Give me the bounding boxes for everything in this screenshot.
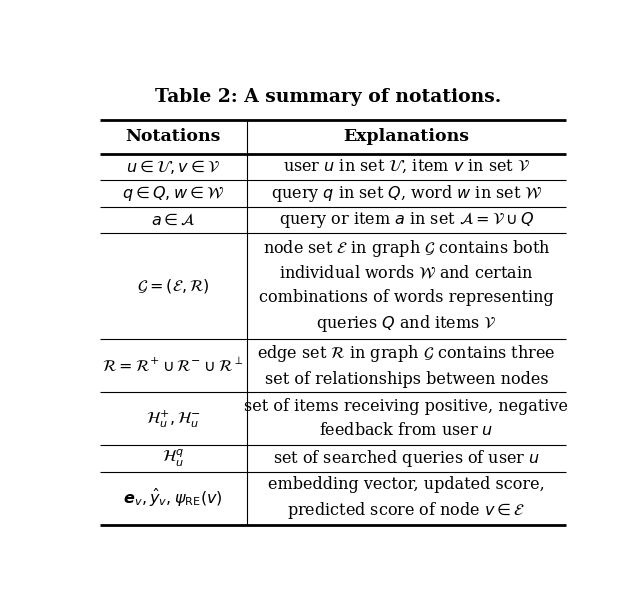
Text: Notations: Notations <box>125 128 221 146</box>
Text: $\mathcal{G} = (\mathcal{E}, \mathcal{R})$: $\mathcal{G} = (\mathcal{E}, \mathcal{R}… <box>137 277 210 295</box>
Text: user $u$ in set $\mathcal{U}$, item $v$ in set $\mathcal{V}$: user $u$ in set $\mathcal{U}$, item $v$ … <box>283 158 530 176</box>
Text: edge set $\mathcal{R}$ in graph $\mathcal{G}$ contains three
set of relationship: edge set $\mathcal{R}$ in graph $\mathca… <box>257 343 556 388</box>
Text: $\mathcal{R} = \mathcal{R}^{+} \cup \mathcal{R}^{-} \cup \mathcal{R}^{\perp}$: $\mathcal{R} = \mathcal{R}^{+} \cup \mat… <box>102 356 244 375</box>
Text: node set $\mathcal{E}$ in graph $\mathcal{G}$ contains both
individual words $\m: node set $\mathcal{E}$ in graph $\mathca… <box>259 238 554 334</box>
Text: $\mathcal{H}_u^{+}, \mathcal{H}_u^{-}$: $\mathcal{H}_u^{+}, \mathcal{H}_u^{-}$ <box>146 408 201 429</box>
Text: Explanations: Explanations <box>344 128 469 146</box>
Text: query $q$ in set $Q$, word $w$ in set $\mathcal{W}$: query $q$ in set $Q$, word $w$ in set $\… <box>271 183 542 204</box>
Text: query or item $a$ in set $\mathcal{A} = \mathcal{V} \cup Q$: query or item $a$ in set $\mathcal{A} = … <box>278 210 534 230</box>
Text: $\mathcal{H}_u^{q}$: $\mathcal{H}_u^{q}$ <box>162 448 184 469</box>
Text: set of searched queries of user $u$: set of searched queries of user $u$ <box>273 448 540 469</box>
Text: set of items receiving positive, negative
feedback from user $u$: set of items receiving positive, negativ… <box>244 398 568 439</box>
Text: $q \in Q, w \in \mathcal{W}$: $q \in Q, w \in \mathcal{W}$ <box>122 184 225 203</box>
Text: $u \in \mathcal{U}, v \in \mathcal{V}$: $u \in \mathcal{U}, v \in \mathcal{V}$ <box>126 158 220 176</box>
Text: Table 2: A summary of notations.: Table 2: A summary of notations. <box>155 88 501 106</box>
Text: $a \in \mathcal{A}$: $a \in \mathcal{A}$ <box>151 211 196 228</box>
Text: embedding vector, updated score,
predicted score of node $v \in \mathcal{E}$: embedding vector, updated score, predict… <box>268 476 545 521</box>
Text: $\boldsymbol{e}_v, \hat{y}_v, \psi_{\mathrm{RE}}(v)$: $\boldsymbol{e}_v, \hat{y}_v, \psi_{\mat… <box>124 487 223 509</box>
